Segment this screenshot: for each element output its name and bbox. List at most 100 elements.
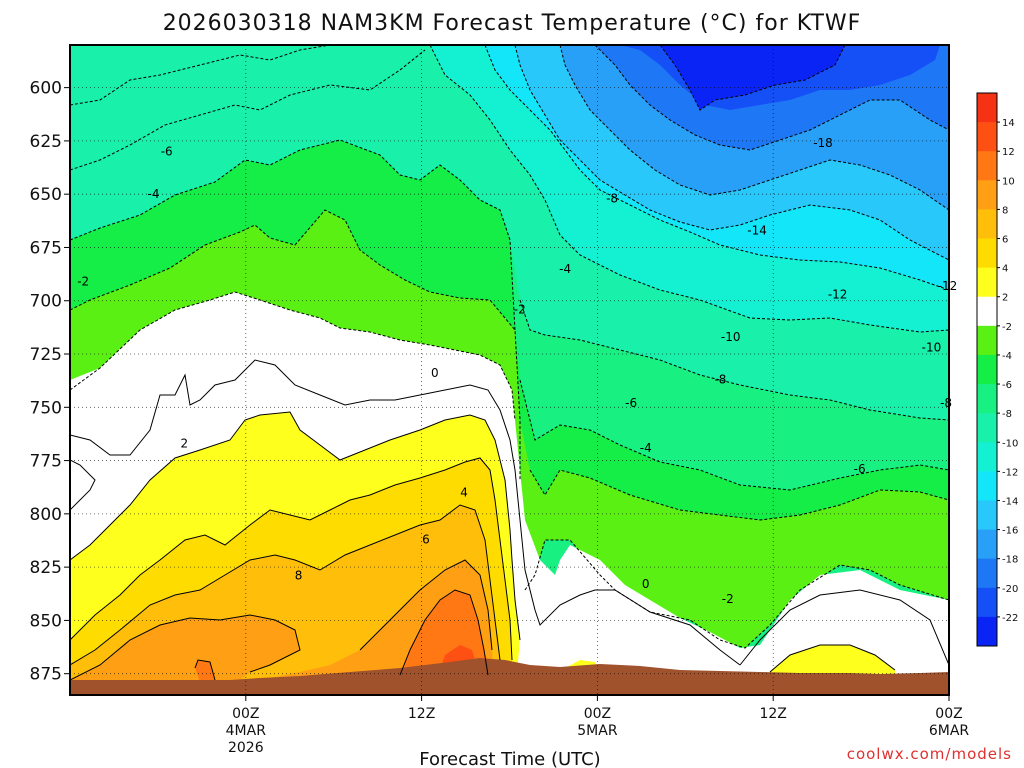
y-tick-label: 600 (30, 79, 62, 99)
colorbar-swatch (977, 616, 997, 647)
colorbar-label: 14 (1002, 118, 1015, 129)
colorbar-label: 2 (1002, 293, 1008, 304)
colorbar-label: 6 (1002, 235, 1008, 246)
colorbar-swatch (977, 296, 997, 327)
band-neg6-neg4-right (515, 330, 949, 520)
contour-label: -6 (625, 396, 637, 410)
colorbar-label: -22 (1002, 613, 1018, 624)
contour-label: -2 (514, 302, 526, 316)
x-tick-label: 5MAR (577, 723, 618, 739)
y-tick-label: 725 (30, 345, 62, 365)
colorbar-swatch (977, 354, 997, 385)
band-neg8-neg6-right (520, 300, 949, 490)
colorbar-swatch (977, 325, 997, 356)
contour-label: -6 (854, 462, 866, 476)
terrain (70, 658, 949, 695)
y-tick-label: 675 (30, 238, 62, 258)
x-tick-label: 12Z (408, 706, 435, 722)
x-tick-label: 2026 (228, 740, 264, 756)
contour-label: -4 (148, 187, 160, 201)
colorbar-label: -10 (1002, 438, 1018, 449)
band-neg10-neg8-right (470, 45, 949, 332)
contour-label: 0 (431, 366, 439, 380)
colorbar-swatch (977, 267, 997, 298)
contour-label: 8 (295, 569, 303, 583)
contour-label: -8 (714, 373, 726, 387)
colorbar-swatch (977, 413, 997, 443)
x-tick-label: 00Z (584, 706, 611, 722)
contour-label: -6 (161, 145, 173, 159)
y-tick-label: 825 (30, 558, 62, 578)
x-tick-label: 12Z (759, 706, 786, 722)
colorbar-label: -14 (1002, 496, 1018, 507)
contour-label: 2 (180, 437, 188, 451)
y-tick-label: 800 (30, 505, 62, 525)
colorbar-label: -18 (1002, 555, 1018, 566)
colorbar-swatch (977, 558, 997, 589)
y-tick-label: 700 (30, 292, 62, 312)
colorbar-swatch (977, 587, 997, 618)
x-tick-label: 4MAR (226, 723, 267, 739)
credit-text: coolwx.com/models (847, 745, 1012, 763)
contour-label: -2 (77, 275, 89, 289)
band-pos8-pos10 (70, 560, 495, 695)
colorbar-label: 10 (1002, 176, 1015, 187)
y-tick-label: 775 (30, 452, 62, 472)
colorbar-swatch (977, 209, 997, 240)
colorbar-swatch (977, 93, 997, 123)
colorbar-swatch (977, 238, 997, 269)
chart-title: 2026030318 NAM3KM Forecast Temperature (… (163, 11, 862, 36)
colorbar-swatch (977, 151, 997, 181)
contour-label: 4 (460, 486, 468, 500)
colorbar-frame (976, 92, 998, 647)
contour-label: -4 (640, 441, 652, 455)
y-tick-label: 650 (30, 185, 62, 205)
colorbar-label: -6 (1002, 380, 1012, 391)
colorbar-swatch (977, 180, 997, 210)
contour-label: -10 (922, 341, 942, 355)
band-neg22-neg20 (660, 45, 845, 110)
colorbar-label: -16 (1002, 526, 1018, 537)
colorbar-swatch (977, 471, 997, 501)
y-axis: 600 625 650 675 700 725 750 775 800 825 850 875 (30, 79, 70, 685)
y-tick-label: 850 (30, 611, 62, 631)
colorbar-label: -8 (1002, 409, 1012, 420)
band-pos10-pos12-small (195, 660, 215, 682)
colorbar-swatch (977, 122, 997, 152)
x-tick-label: 00Z (935, 706, 962, 722)
contour-label: -8 (940, 396, 952, 410)
band-neg6-neg4 (70, 140, 515, 330)
contour-labels: -6 -4 -2 -2 -4 -8 -18 -14 -12 -12 -10 -10 -8 -8 -6 -6 -4… (77, 136, 957, 606)
colorbar-label: -4 (1002, 351, 1012, 362)
contour-label: -8 (606, 191, 618, 205)
contour-label: -12 (828, 287, 848, 301)
x-tick-label: 00Z (232, 706, 259, 722)
contour-label: 0 (642, 577, 650, 591)
y-tick-label: 625 (30, 132, 62, 152)
colorbar-swatch (977, 500, 997, 531)
contour-label: 6 (422, 532, 430, 546)
contour-label: -18 (813, 136, 833, 150)
y-tick-label: 875 (30, 665, 62, 685)
colorbar-label: 8 (1002, 205, 1008, 216)
contour-label: -2 (722, 592, 734, 606)
x-tick-label: 6MAR (929, 723, 970, 739)
band-neg8-neg6-left (70, 45, 949, 420)
plot-frame (69, 44, 950, 696)
colorbar-label: 4 (1002, 264, 1008, 275)
colorbar-label: -12 (1002, 467, 1018, 478)
contour-label: -10 (721, 330, 741, 344)
contour-label: -4 (559, 262, 571, 276)
y-tick-label: 750 (30, 398, 62, 418)
contour-lines (70, 45, 949, 681)
contour-label: -12 (938, 279, 958, 293)
colorbar-swatch (977, 384, 997, 414)
temperature-field (70, 45, 949, 695)
colorbar-label: -2 (1002, 322, 1012, 333)
x-axis-label: Forecast Time (UTC) (419, 749, 600, 768)
colorbar-swatch (977, 529, 997, 560)
contour-label: -14 (747, 223, 767, 237)
